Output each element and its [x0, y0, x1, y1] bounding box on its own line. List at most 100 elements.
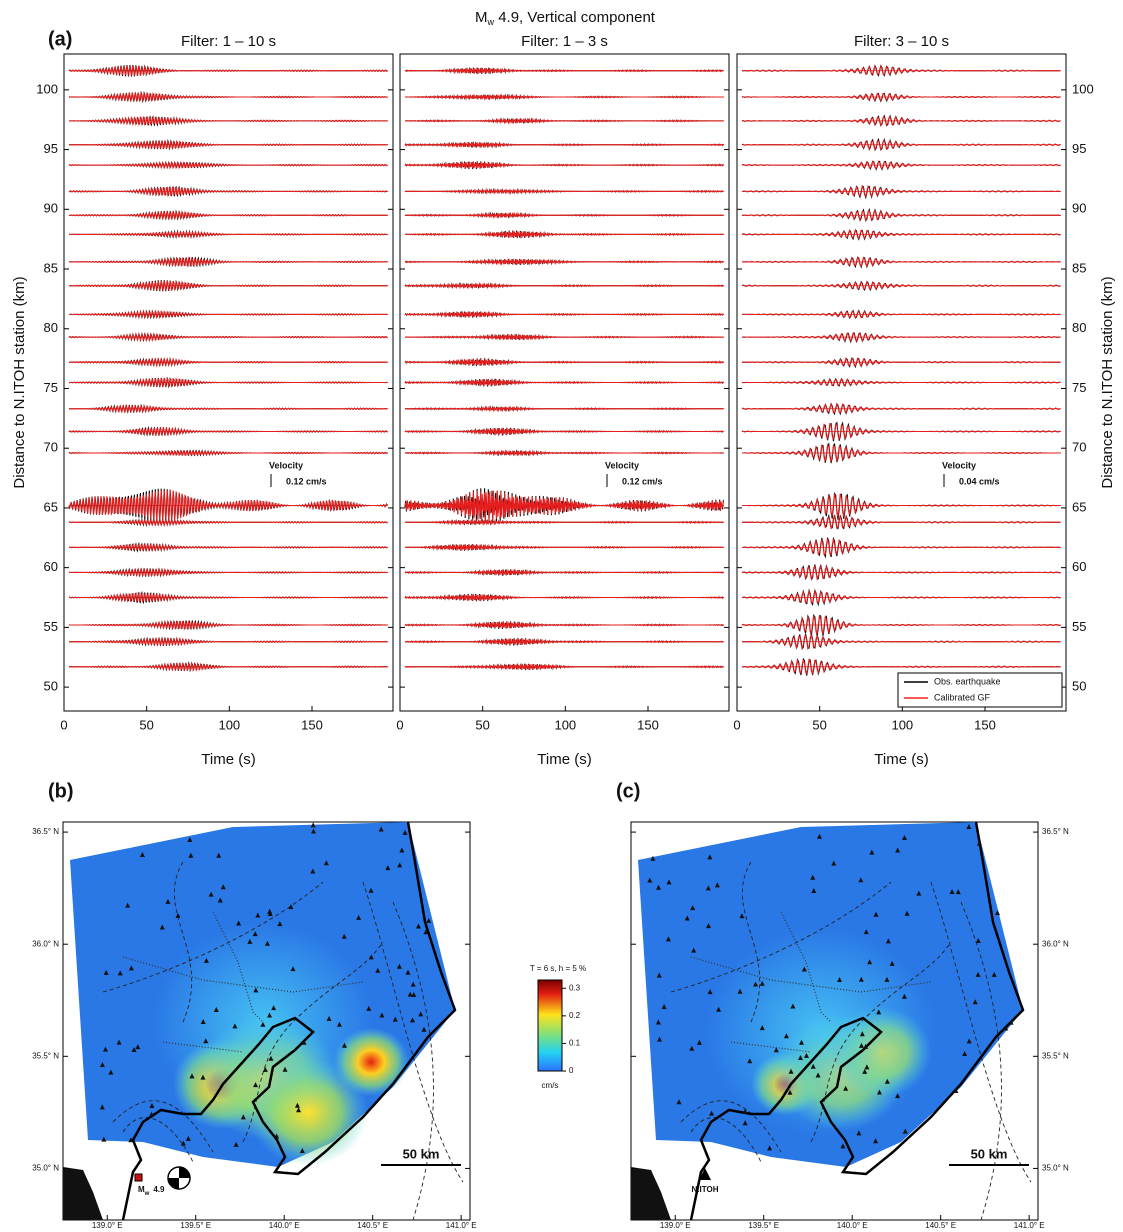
map: (c) 139.0° E 139.5° E 140.0° E 140.5° E 141.0…: [616, 780, 1069, 1230]
waveform: [742, 443, 1061, 462]
waveform: [68, 230, 388, 239]
waveform: [68, 331, 388, 343]
title-m: M: [475, 9, 488, 26]
station: [991, 971, 997, 977]
station: [407, 991, 413, 997]
station: [843, 1085, 849, 1091]
station: [282, 1066, 288, 1072]
station: [995, 910, 1001, 916]
station: [356, 914, 362, 920]
station: [267, 908, 273, 914]
title-sub: w: [487, 17, 495, 27]
station: [233, 1141, 239, 1147]
map: (b) 139.0° E 139.5° E 140.0° E 140.5° E 141.0…: [32, 780, 476, 1230]
y-tick-label: 70: [44, 440, 58, 455]
waveform: [404, 449, 724, 457]
x-tick-label: 50: [139, 717, 153, 732]
station: [301, 1039, 307, 1045]
station: [1008, 1019, 1014, 1025]
x-tick-label: 141.0° E: [446, 1221, 477, 1230]
waveform: [68, 356, 388, 368]
station: [102, 1046, 108, 1052]
waveform: [404, 187, 724, 195]
station: [742, 1120, 748, 1126]
coastline: [63, 1167, 103, 1220]
waveform: [69, 567, 388, 578]
y-tick-label: 60: [44, 559, 58, 574]
waveform: [742, 514, 1061, 530]
station: [862, 1068, 868, 1074]
station: [759, 980, 765, 986]
station: [975, 937, 981, 943]
station: [267, 911, 273, 917]
x-axis-label: Time (s): [874, 751, 928, 768]
station: [217, 897, 223, 903]
station: [336, 1021, 342, 1027]
waveform: [741, 116, 1061, 127]
station: [904, 910, 910, 916]
station: [288, 904, 294, 910]
station: [311, 828, 317, 834]
y-tick-label: 50: [44, 679, 58, 694]
reference-station: [699, 1168, 711, 1180]
waveform: [404, 67, 724, 75]
station: [739, 913, 745, 919]
waveform: [404, 427, 724, 436]
x-tick-label: 0: [60, 717, 67, 732]
station: [99, 1062, 105, 1068]
station: [767, 1145, 773, 1151]
waveform: [404, 662, 724, 671]
station: [705, 923, 711, 929]
waveform: [404, 211, 724, 220]
station: [108, 1069, 114, 1075]
legend-box: [897, 672, 1063, 708]
station: [863, 929, 869, 935]
y-tick-label: 85: [1072, 260, 1086, 275]
y-tick-label: 95: [44, 141, 58, 156]
station: [277, 921, 283, 927]
station: [656, 884, 662, 890]
x-tick-label: 141.0° E: [1014, 1221, 1045, 1230]
x-tick-label: 100: [891, 717, 913, 732]
waveform: [68, 490, 388, 522]
waveform: [741, 422, 1061, 441]
station: [716, 1006, 722, 1012]
waveform: [404, 543, 724, 552]
waveform: [69, 115, 388, 127]
y-tick-label: 100: [36, 81, 58, 96]
station: [707, 989, 713, 995]
waveform: [404, 140, 724, 149]
station: [267, 1012, 273, 1018]
station: [310, 868, 316, 874]
station: [213, 1006, 219, 1012]
y-tick-label: 55: [44, 619, 58, 634]
x-tick-label: 139.5° E: [748, 1221, 779, 1230]
y-tick-label: 90: [1072, 201, 1086, 216]
source-sub: w: [144, 1191, 150, 1197]
x-axis-label: Time (s): [537, 751, 591, 768]
waveform: [404, 230, 724, 239]
waveform: [741, 184, 1061, 198]
colorbar-title: T = 6 s, h = 5 %: [530, 964, 586, 973]
station: [689, 1045, 695, 1051]
station: [661, 1004, 667, 1010]
station: [916, 890, 922, 896]
y-tick-label: 75: [1072, 380, 1086, 395]
station: [232, 1023, 238, 1029]
station: [787, 1089, 793, 1095]
station: [255, 912, 261, 918]
station: [815, 1072, 821, 1078]
station: [709, 1110, 715, 1116]
y-tick-label: 35.0° N: [32, 1164, 59, 1173]
station: [799, 1039, 805, 1045]
station: [859, 1031, 865, 1037]
legend-label: Calibrated GF: [934, 692, 991, 702]
waveform: [404, 405, 724, 413]
y-tick-label: 36.0° N: [32, 939, 59, 948]
waveform: [742, 256, 1061, 267]
station: [262, 1066, 268, 1072]
waveform: [404, 378, 724, 387]
station: [236, 920, 242, 926]
station: [650, 855, 656, 861]
y-tick-label: 60: [1072, 559, 1086, 574]
